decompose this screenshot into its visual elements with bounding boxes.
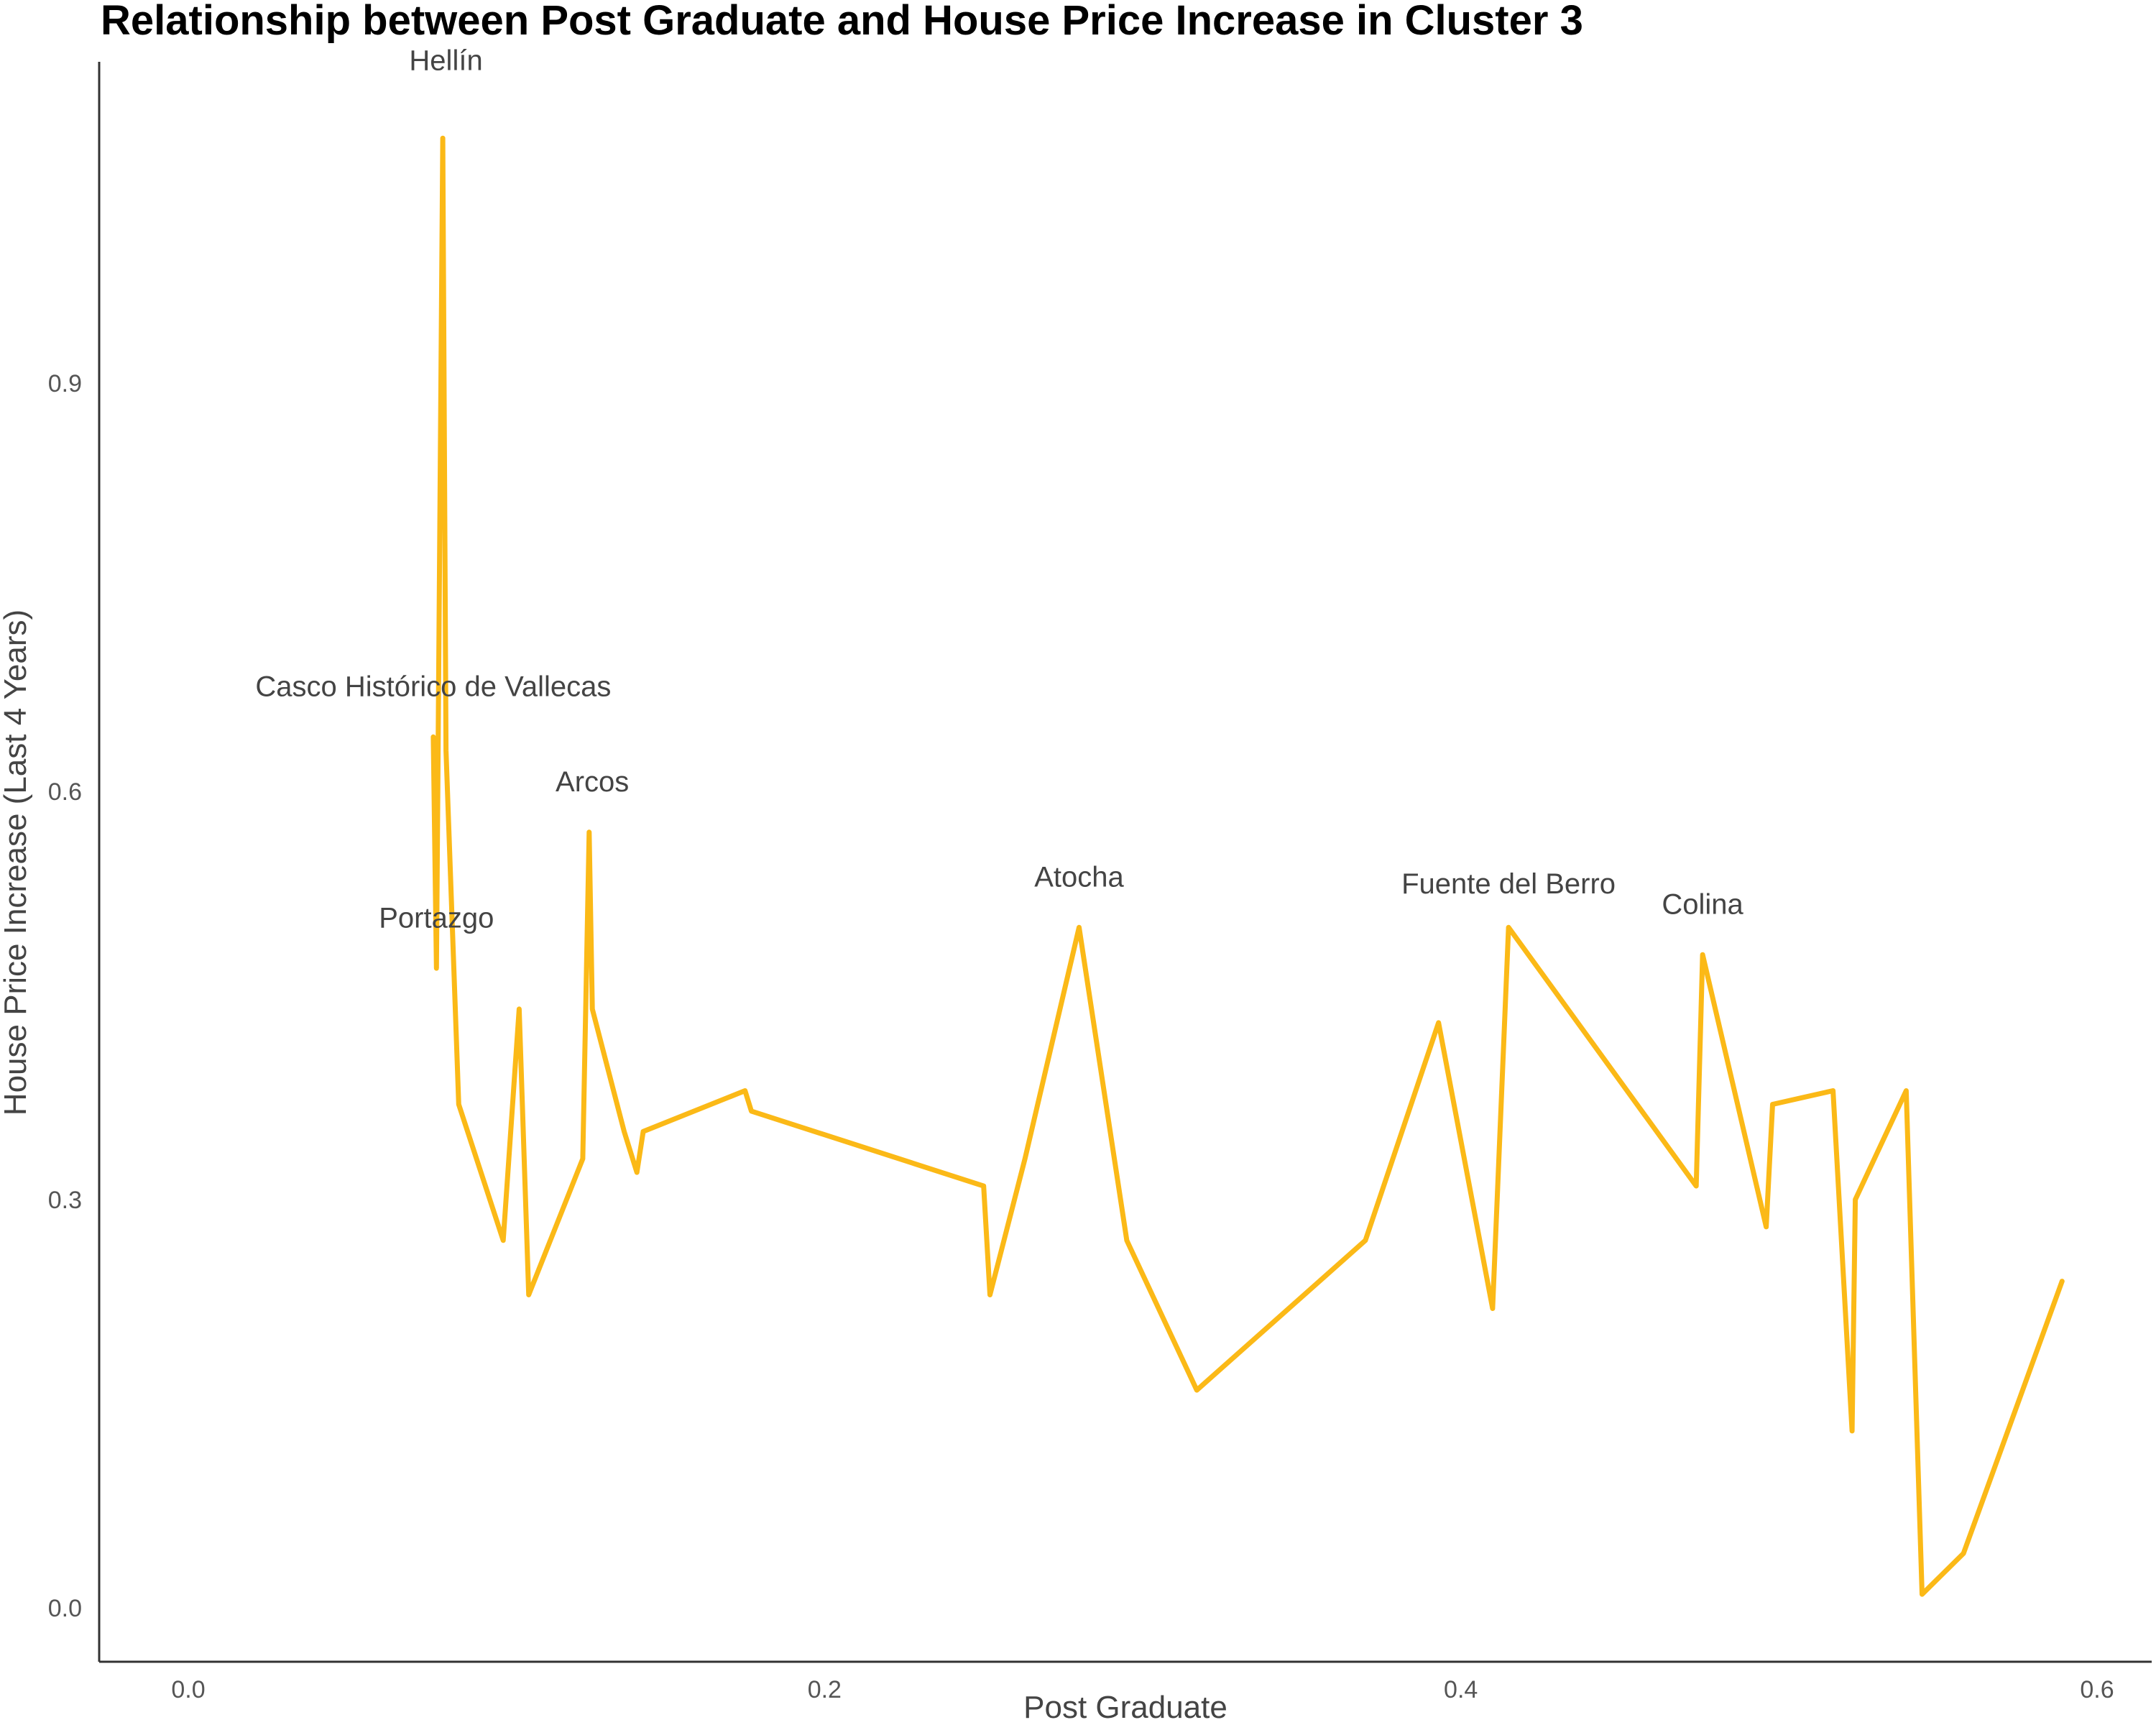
y-tick-label: 0.6 <box>48 778 82 806</box>
point-annotation: Casco Histórico de Vallecas <box>255 671 611 702</box>
point-annotation: Atocha <box>1034 862 1124 893</box>
point-annotation: Colina <box>1662 888 1743 920</box>
x-tick-label: 0.6 <box>2080 1676 2114 1703</box>
x-tick-label: 0.2 <box>808 1676 842 1703</box>
point-annotation: Arcos <box>556 766 629 798</box>
x-tick-label: 0.4 <box>1444 1676 1478 1703</box>
y-tick-label: 0.0 <box>48 1595 82 1622</box>
annotations: Hellín Casco Histórico de Vallecas Arcos Po… <box>255 45 1743 934</box>
chart-title: Relationship between Post Graduate and H… <box>101 0 1583 44</box>
x-axis-title: Post Graduate <box>1023 1690 1227 1725</box>
plot-area: 0.0 0.3 0.6 0.9 0.0 0.2 0.4 0.6 Hellín Casco Hi… <box>48 45 2152 1703</box>
series-group <box>430 135 2065 1597</box>
y-axis-title: House Price Increase (Last 4 Years) <box>0 610 33 1116</box>
x-tick-labels: 0.0 0.2 0.4 0.6 <box>171 1676 2114 1703</box>
y-tick-labels: 0.0 0.3 0.6 0.9 <box>48 370 82 1622</box>
point-annotation: Fuente del Berro <box>1401 868 1616 900</box>
point-annotation: Portazgo <box>379 902 494 934</box>
point-annotation: Hellín <box>409 45 482 77</box>
x-tick-label: 0.0 <box>171 1676 205 1703</box>
y-tick-label: 0.9 <box>48 370 82 397</box>
y-tick-label: 0.3 <box>48 1187 82 1214</box>
series-line <box>430 135 2065 1597</box>
